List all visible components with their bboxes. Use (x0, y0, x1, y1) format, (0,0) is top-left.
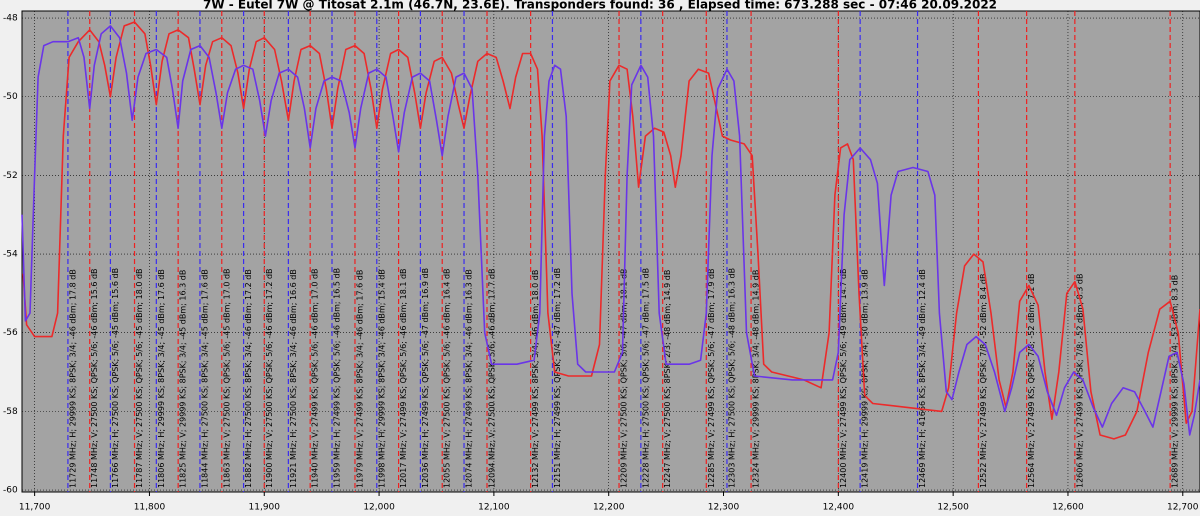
y-tick-label: -58 (3, 407, 18, 417)
transponder-label: 11882 MHz; H; 27500 KS; 8PSK; 3/4; -46 d… (244, 269, 253, 488)
x-tick-label: 12,500 (937, 503, 969, 513)
transponder-label: 12303 MHz; H; 27500 KS; QPSK; 5/6; -48 d… (727, 268, 736, 488)
x-tick-label: 12,400 (823, 503, 855, 513)
transponder-label: 11998 MHz; H; 29999 KS; 8PSK; 3/4; -46 d… (377, 269, 386, 488)
transponder-label: 12324 MHz; V; 29999 KS; 8PSK; 3/4; -48 d… (752, 270, 761, 488)
transponder-label: 12017 MHz; V; 27499 KS; QPSK; 5/6; -46 d… (399, 268, 408, 488)
transponder-label: 12074 MHz; H; 27499 KS; 8PSK; 3/4; -46 d… (465, 269, 474, 488)
x-tick-label: 12,000 (363, 503, 395, 513)
transponder-label: 11787 MHz; V; 27500 KS; QPSK; 5/6; -45 d… (135, 268, 144, 488)
transponder-label: 12132 MHz; V; 27499 KS; 8PSK; 3/4; -46 d… (531, 270, 540, 488)
transponder-label: 12606 MHz; V; 27499 KS; QPSK; 7/8; -52 d… (1075, 274, 1084, 488)
transponder-label: 12564 MHz; V; 27499 KS; QPSK; 7/8; -52 d… (1027, 274, 1036, 488)
transponder-label: 11940 MHz; V; 27499 KS; QPSK; 5/6; -46 d… (311, 268, 320, 488)
x-tick-label: 12,100 (478, 503, 510, 513)
transponder-label: 11806 MHz; H; 29999 KS; 8PSK; 3/4; -45 d… (157, 269, 166, 488)
x-tick-label: 11,700 (19, 503, 51, 513)
y-tick-label: -48 (3, 14, 18, 24)
transponder-label: 12209 MHz; V; 27500 KS; QPSK; 5/6; -47 d… (620, 268, 629, 488)
transponder-label: 12285 MHz; V; 27499 KS; QPSK; 5/6; -47 d… (707, 268, 716, 488)
transponder-label: 11979 MHz; V; 27499 KS; 8PSK; 3/4; -46 d… (355, 270, 364, 488)
transponder-label: 12151 MHz; H; 27499 KS; QPSK; 3/4; -47 d… (553, 268, 562, 488)
transponder-label: 12228 MHz; H; 27500 KS; QPSK; 5/6; -47 d… (641, 268, 650, 488)
x-tick-label: 12,600 (1052, 503, 1084, 513)
spectrum-line (22, 21, 1200, 440)
x-tick-label: 12,300 (708, 503, 740, 513)
x-tick-label: 11,900 (249, 503, 281, 513)
transponder-label: 12094 MHz; V; 27500 KS; QPSK; 5/6; -46 d… (488, 268, 497, 488)
y-tick-label: -60 (3, 486, 18, 496)
transponder-label: 12689 MHz; V; 29999 KS; 8PSK; 3/4; -53 d… (1171, 275, 1180, 488)
transponder-label: 11863 MHz; V; 27500 KS; QPSK; 5/6; -45 d… (222, 268, 231, 488)
transponder-label: 11748 MHz; V; 27500 KS; QPSK; 5/6; -46 d… (90, 268, 99, 488)
transponder-label: 11729 MHz; H; 29999 KS; 8PSK; 3/4; -46 d… (68, 269, 77, 488)
transponder-label: 12036 MHz; H; 27499 KS; QPSK; 5/6; -47 d… (421, 268, 430, 488)
y-tick-label: -52 (3, 171, 18, 181)
transponder-label: 11766 MHz; H; 27500 KS; QPSK; 5/6; -45 d… (111, 268, 120, 488)
transponder-label: 12247 MHz; V; 27500 KS; 8PSK; 2/3; -48 d… (663, 270, 672, 488)
transponder-label: 11844 MHz; H; 27500 KS; 8PSK; 3/4; -45 d… (200, 269, 209, 488)
transponder-label: 11959 MHz; H; 27499 KS; QPSK; 5/6; -46 d… (333, 268, 342, 488)
x-tick-label: 11,800 (134, 503, 166, 513)
transponder-label: 12522 MHz; V; 27499 KS; QPSK; 7/8; -52 d… (979, 274, 988, 488)
spectrum-line (21, 25, 1200, 436)
x-tick-label: 12,200 (593, 503, 625, 513)
y-tick-label: -50 (3, 92, 18, 102)
transponder-label: 12469 MHz; H; 41666 KS; 8PSK; 3/4; -49 d… (918, 269, 927, 488)
transponder-label: 11900 MHz; V; 27500 KS; QPSK; 5/6; -46 d… (265, 268, 274, 488)
transponder-label: 12419 MHz; H; 29999 KS; 8PSK; 3/4; -50 d… (861, 269, 870, 488)
chart-title: 7W - Eutel 7W @ Titosat 2.1m (46.7N, 23.… (203, 0, 997, 12)
transponder-label: 11825 MHz; V; 29999 KS; 8PSK; 3/4; -45 d… (179, 270, 188, 488)
y-tick-label: -56 (3, 328, 18, 338)
y-tick-label: -54 (3, 250, 18, 260)
transponder-label: 11921 MHz; H; 27500 KS; 8PSK; 3/4; -46 d… (289, 269, 298, 488)
transponder-label: 12400 MHz; V; 27499 KS; QPSK; 5/6; -49 d… (839, 268, 848, 488)
x-tick-label: 12,700 (1167, 503, 1199, 513)
plot-area (21, 10, 1200, 493)
transponder-label: 12055 MHz; V; 27500 KS; QPSK; 5/6; -46 d… (443, 268, 452, 488)
